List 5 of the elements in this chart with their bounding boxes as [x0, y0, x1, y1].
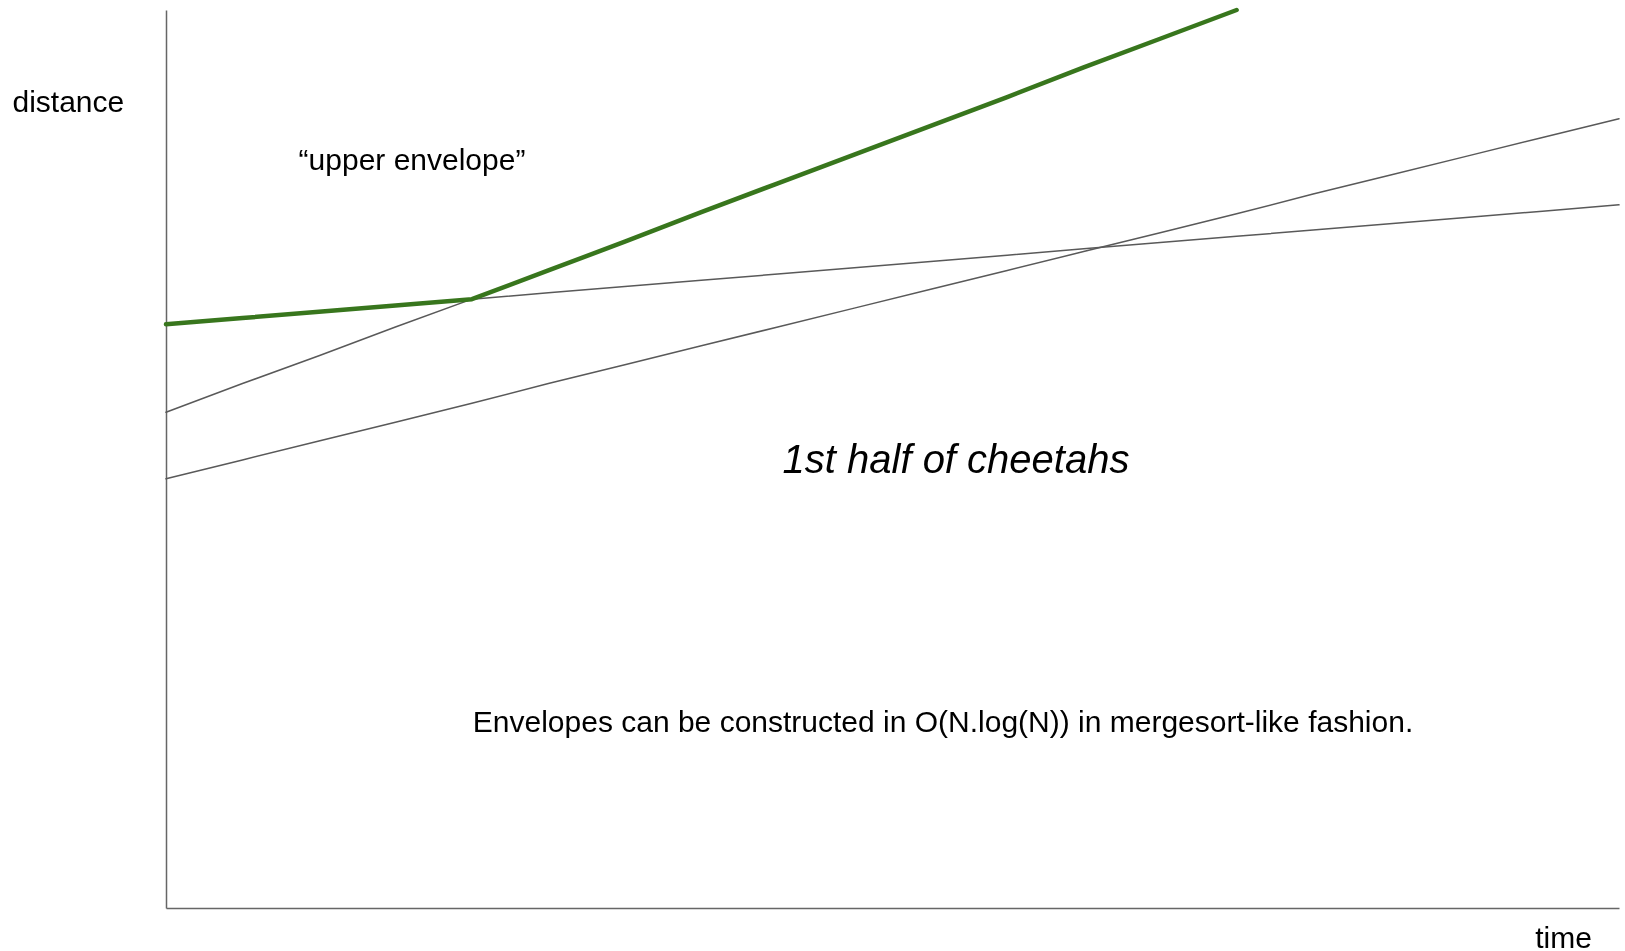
annotation: “upper envelope”: [298, 143, 526, 176]
annotation: Envelopes can be constructed in O(N.log(N)) in mergesort-like fashion.: [472, 705, 1414, 738]
annotation: 1st half of cheetahs: [782, 437, 1130, 481]
x-axis-title: time: [1535, 920, 1592, 951]
y-axis-title: distance: [12, 84, 125, 118]
